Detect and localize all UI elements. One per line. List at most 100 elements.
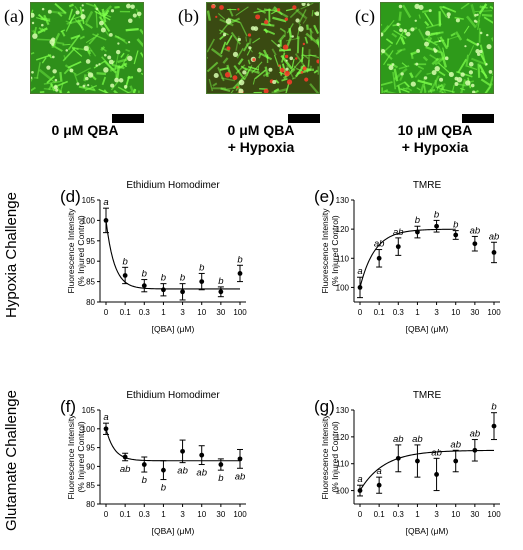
- neurite: [439, 7, 448, 18]
- neurite: [129, 85, 134, 91]
- data-point: [161, 287, 166, 293]
- cell-body: [398, 4, 403, 9]
- dead-cell: [286, 79, 293, 85]
- neurite: [84, 22, 93, 29]
- neurite: [54, 3, 67, 14]
- neurite: [120, 52, 125, 58]
- x-tick-label: 30: [470, 510, 479, 519]
- neurite: [101, 76, 107, 86]
- caption-c: 10 μM QBA + Hypoxia: [370, 122, 500, 156]
- cell-body: [41, 23, 44, 27]
- chart-panel-letter: (d): [60, 187, 81, 206]
- neurite: [273, 88, 280, 93]
- x-tick-label: 0.1: [374, 510, 386, 519]
- neurite: [49, 10, 67, 15]
- x-tick-label: 0.1: [120, 308, 132, 317]
- dead-cell: [302, 42, 306, 46]
- x-tick-label: 0.3: [139, 308, 151, 317]
- dead-cell: [316, 59, 319, 64]
- cell-body: [51, 37, 56, 42]
- cell-body: [381, 49, 386, 54]
- neurite: [451, 84, 455, 93]
- cell-body: [238, 88, 244, 93]
- neurite: [291, 77, 297, 80]
- x-tick-label: 10: [451, 308, 460, 317]
- cell-body: [53, 85, 58, 90]
- significance-letter: ab: [450, 439, 461, 450]
- cell-body: [117, 42, 120, 45]
- neurite: [264, 66, 269, 78]
- dead-cell: [284, 70, 290, 77]
- significance-letter: b: [142, 269, 147, 280]
- neurite: [398, 65, 410, 70]
- cell-body: [295, 18, 300, 23]
- neurite: [217, 13, 226, 20]
- neurite: [67, 35, 80, 51]
- cell-body: [100, 27, 106, 33]
- neurite: [425, 37, 438, 46]
- cell-body: [87, 84, 90, 87]
- neurite: [230, 89, 234, 93]
- cell-body: [473, 19, 477, 23]
- dead-cell: [292, 5, 297, 10]
- neurite: [208, 78, 214, 92]
- significance-letter: a: [376, 466, 381, 477]
- neurite: [115, 35, 120, 39]
- cell-body: [444, 56, 449, 61]
- cell-body: [85, 59, 91, 64]
- dead-cell: [247, 33, 252, 37]
- data-point: [415, 229, 420, 235]
- y-tick-label: 90: [86, 462, 95, 471]
- neurite: [63, 69, 69, 75]
- neurite: [36, 62, 41, 79]
- neurite: [84, 10, 94, 24]
- micrograph-background: [381, 3, 493, 93]
- neurite: [439, 36, 449, 50]
- data-point: [237, 456, 243, 462]
- neurite: [439, 19, 442, 26]
- cell-body: [479, 49, 483, 54]
- cell-body: [464, 45, 467, 48]
- significance-letter: ab: [393, 227, 404, 238]
- panel-letter-a: (a): [4, 6, 24, 26]
- cell-body: [232, 51, 239, 57]
- neurite: [308, 28, 314, 34]
- dead-cell: [255, 14, 261, 20]
- neurite: [480, 78, 492, 87]
- neurite: [467, 65, 478, 71]
- cell-body: [115, 49, 121, 55]
- cell-body: [47, 9, 52, 14]
- neurite: [292, 56, 305, 71]
- neurite: [477, 63, 481, 78]
- neurite: [383, 50, 394, 66]
- y-axis-label-line1: Fluorescence Intensity: [66, 208, 76, 294]
- cell-body: [98, 63, 101, 66]
- neurite: [396, 81, 406, 87]
- significance-letter: ab: [412, 434, 423, 445]
- x-tick-label: 1: [161, 308, 166, 317]
- neurite: [219, 67, 229, 71]
- neurite: [311, 9, 314, 17]
- x-tick-label: 100: [233, 308, 247, 317]
- cell-body: [470, 83, 475, 88]
- cell-body: [76, 82, 80, 86]
- cell-body: [69, 68, 74, 73]
- cell-body: [439, 77, 444, 82]
- cell-body: [285, 67, 289, 71]
- cell-body: [32, 33, 38, 39]
- neurite: [237, 58, 244, 66]
- significance-letter: b: [491, 402, 496, 413]
- neurite: [455, 31, 463, 41]
- x-tick-label: 1: [415, 510, 420, 519]
- cell-body: [465, 80, 471, 86]
- cell-body: [81, 4, 84, 7]
- neurite: [305, 32, 319, 46]
- dead-cell: [236, 86, 239, 89]
- neurite: [430, 75, 440, 91]
- neurite: [52, 44, 63, 52]
- dead-cell: [300, 71, 304, 74]
- cell-body: [431, 70, 437, 76]
- cell-body: [455, 18, 460, 23]
- significance-letter: a: [357, 474, 362, 485]
- y-axis-label-line1: Fluorescence Intensity: [320, 414, 330, 500]
